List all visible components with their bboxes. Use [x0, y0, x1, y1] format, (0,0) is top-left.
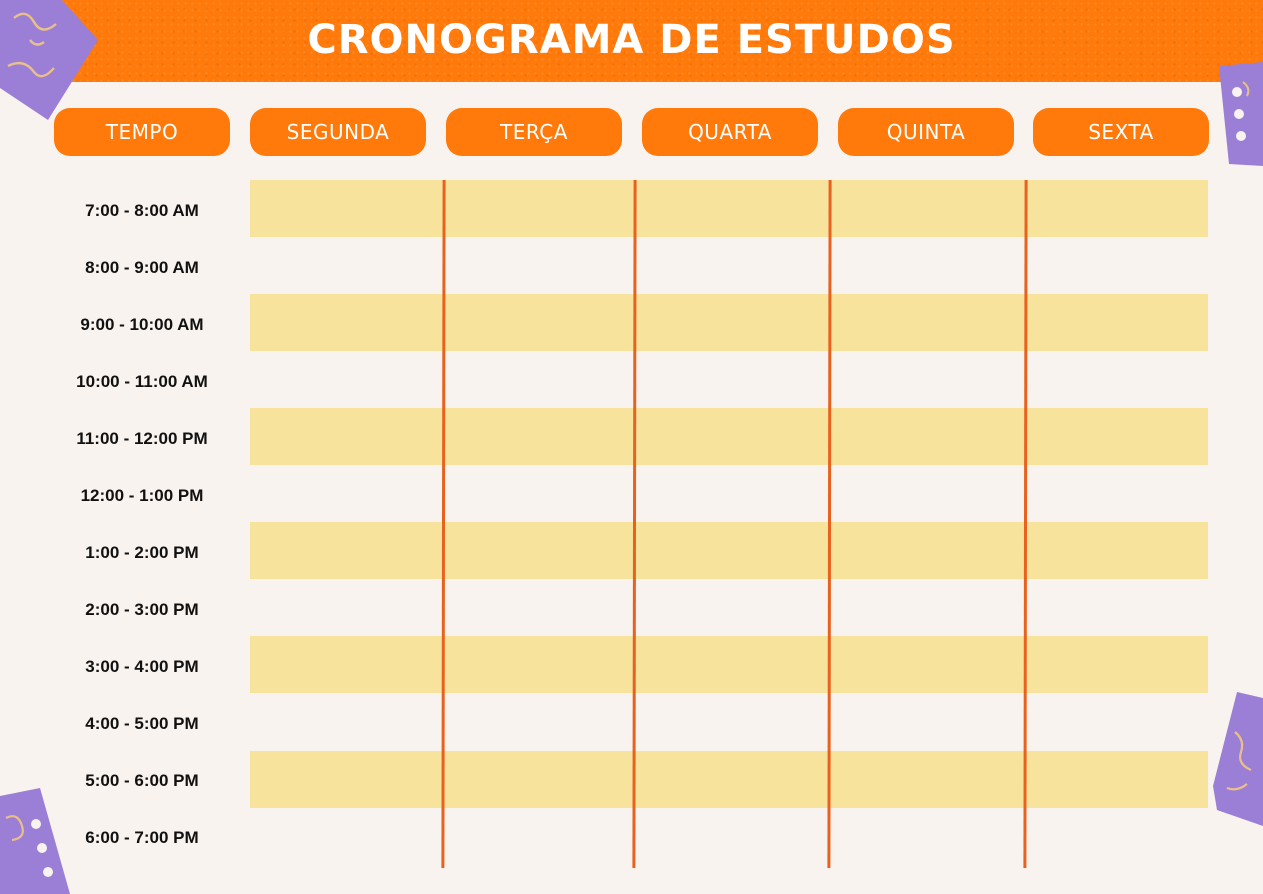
row-band [250, 294, 1208, 351]
row-band [250, 522, 1208, 579]
time-slot-label: 9:00 - 10:00 AM [80, 314, 204, 334]
row-band [250, 751, 1208, 808]
time-slot-label: 11:00 - 12:00 PM [76, 428, 208, 448]
time-slot-label: 12:00 - 1:00 PM [80, 485, 204, 505]
time-slot-label: 3:00 - 4:00 PM [85, 656, 199, 676]
column-header-tempo: TEMPO [54, 108, 230, 156]
column-header-terca: TERÇA [446, 108, 622, 156]
time-slot-label: 6:00 - 7:00 PM [85, 827, 199, 847]
decorative-paper-top-left [0, 0, 98, 120]
time-slot-label: 1:00 - 2:00 PM [85, 542, 199, 562]
page-title: CRONOGRAMA DE ESTUDOS [307, 17, 956, 63]
time-slot-label: 4:00 - 5:00 PM [85, 713, 199, 733]
time-slot-label: 10:00 - 11:00 AM [76, 371, 208, 391]
decorative-paper-top-right [1219, 62, 1263, 166]
column-header-quarta: QUARTA [642, 108, 818, 156]
time-slot-label: 7:00 - 8:00 AM [85, 200, 199, 220]
time-slot-label: 5:00 - 6:00 PM [85, 770, 199, 790]
decorative-paper-bottom-right [1213, 692, 1263, 826]
header-banner [0, 0, 1263, 82]
column-header-quinta: QUINTA [838, 108, 1014, 156]
time-slot-label: 8:00 - 9:00 AM [85, 257, 199, 277]
row-band [250, 180, 1208, 237]
decorative-paper-bottom-left [0, 788, 70, 894]
time-slot-label: 2:00 - 3:00 PM [85, 599, 199, 619]
column-header-segunda: SEGUNDA [250, 108, 426, 156]
column-header-sexta: SEXTA [1033, 108, 1209, 156]
row-band [250, 408, 1208, 465]
row-band [250, 636, 1208, 693]
